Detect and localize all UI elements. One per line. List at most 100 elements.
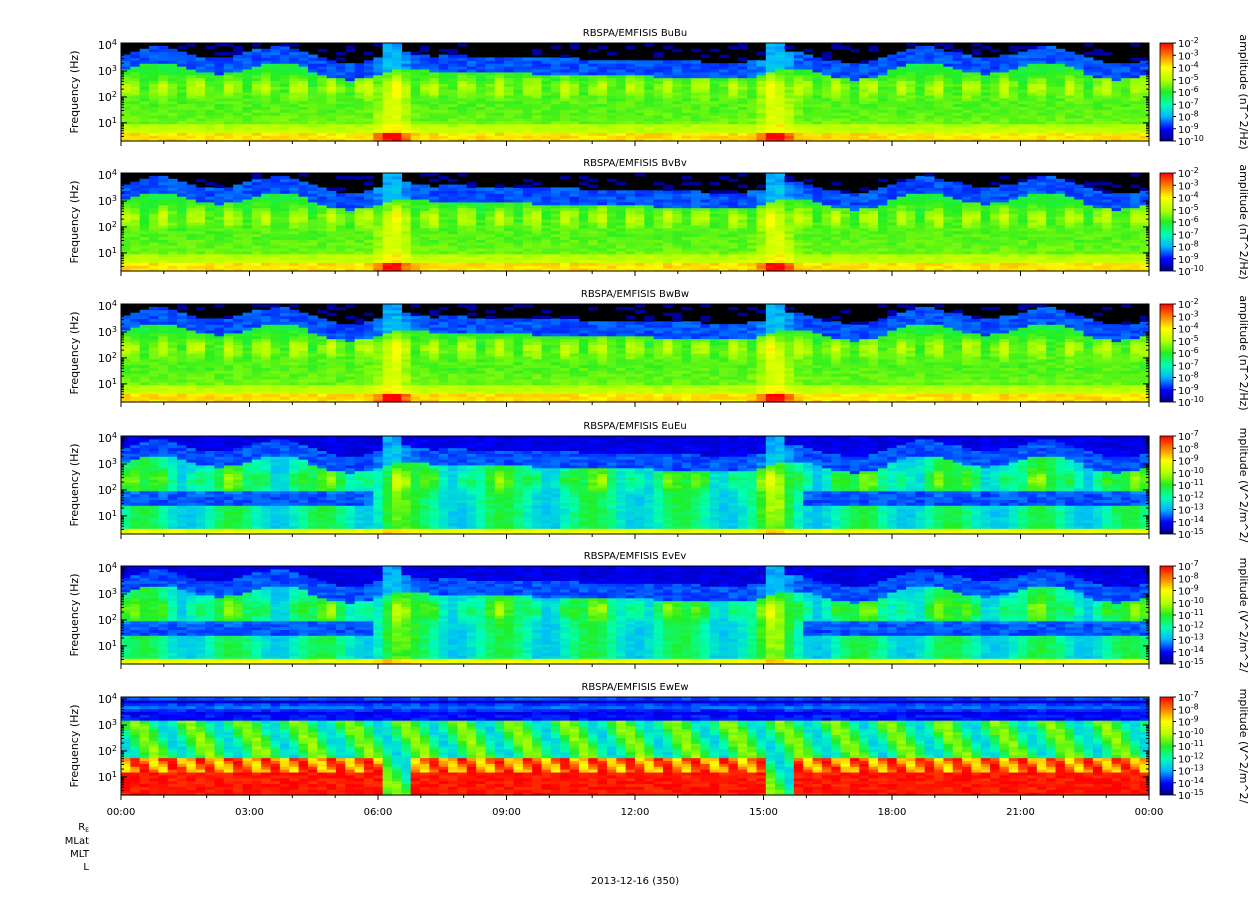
heatmap-cell bbox=[457, 55, 467, 58]
heatmap-cell bbox=[523, 179, 533, 182]
heatmap-cell bbox=[663, 60, 673, 63]
heatmap-cell bbox=[813, 57, 823, 60]
heatmap-cell bbox=[373, 43, 383, 46]
heatmap-cell bbox=[570, 57, 580, 60]
heatmap-cell bbox=[915, 46, 925, 49]
heatmap-cell bbox=[1084, 52, 1094, 55]
heatmap-cell bbox=[1102, 52, 1112, 55]
heatmap-cell bbox=[299, 182, 309, 185]
heatmap-cell bbox=[971, 43, 981, 46]
heatmap-cell bbox=[728, 46, 738, 49]
panel-title: RBSPA/EMFISIS BvBv bbox=[583, 158, 687, 169]
heatmap-cell bbox=[439, 176, 449, 179]
y-tick-label: 101 bbox=[98, 116, 117, 130]
heatmap-cell bbox=[224, 52, 234, 55]
heatmap-cell bbox=[158, 46, 168, 49]
heatmap-cell bbox=[822, 52, 832, 55]
heatmap-cell bbox=[710, 49, 720, 52]
heatmap-cell bbox=[1065, 52, 1075, 55]
heatmap-cell bbox=[1093, 60, 1103, 63]
heatmap-cell bbox=[850, 49, 860, 52]
heatmap-cell bbox=[1028, 46, 1038, 49]
heatmap-cell bbox=[1018, 52, 1028, 55]
heatmap-cell bbox=[355, 193, 365, 196]
heatmap-cell bbox=[429, 173, 439, 176]
heatmap-cell bbox=[1140, 57, 1150, 60]
heatmap-cell bbox=[373, 187, 383, 190]
heatmap-cell bbox=[504, 187, 514, 190]
heatmap-cell bbox=[971, 57, 981, 60]
heatmap-cell bbox=[747, 60, 757, 63]
heatmap-cell bbox=[411, 185, 421, 188]
heatmap-cell bbox=[355, 176, 365, 179]
heatmap-cell bbox=[785, 46, 795, 49]
heatmap-cell bbox=[140, 49, 150, 52]
heatmap-cell bbox=[775, 43, 785, 46]
heatmap-cell bbox=[457, 173, 467, 176]
heatmap-cell bbox=[224, 43, 234, 46]
heatmap-cell bbox=[570, 43, 580, 46]
heatmap-cell bbox=[588, 49, 598, 52]
heatmap-cell bbox=[345, 63, 355, 66]
heatmap-cell bbox=[448, 179, 458, 182]
heatmap-cell bbox=[887, 55, 897, 58]
heatmap-cell bbox=[327, 60, 337, 63]
heatmap-cell bbox=[1093, 49, 1103, 52]
heatmap-cell bbox=[383, 43, 393, 46]
heatmap-cell bbox=[869, 60, 879, 63]
heatmap-cell bbox=[850, 63, 860, 66]
heatmap-cell bbox=[140, 179, 150, 182]
heatmap-cell bbox=[242, 182, 252, 185]
heatmap-cell bbox=[654, 60, 664, 63]
heatmap-cell bbox=[710, 63, 720, 66]
heatmap-cell bbox=[523, 185, 533, 188]
heatmap-cell bbox=[962, 55, 972, 58]
heatmap-cell bbox=[401, 52, 411, 55]
heatmap-cell bbox=[411, 52, 421, 55]
heatmap-cell bbox=[317, 49, 327, 52]
panel-2: RBSPA/EMFISIS BvBv104103102101Frequency … bbox=[68, 158, 1248, 280]
heatmap-cell bbox=[672, 60, 682, 63]
heatmap-cell bbox=[336, 187, 346, 190]
heatmap-cell bbox=[205, 187, 215, 190]
heatmap-cell bbox=[728, 63, 738, 66]
heatmap-cell bbox=[429, 187, 439, 190]
heatmap-cell bbox=[897, 52, 907, 55]
heatmap-cell bbox=[448, 49, 458, 52]
heatmap-cell bbox=[1130, 57, 1140, 60]
heatmap-cell bbox=[289, 49, 299, 52]
heatmap-cell bbox=[495, 57, 505, 60]
heatmap-cell bbox=[392, 43, 402, 46]
heatmap-cell bbox=[588, 60, 598, 63]
heatmap-cell bbox=[560, 187, 570, 190]
heatmap-cell bbox=[532, 57, 542, 60]
heatmap-cell bbox=[476, 57, 486, 60]
heatmap-cell bbox=[700, 63, 710, 66]
heatmap-cell bbox=[1046, 46, 1056, 49]
heatmap-cell bbox=[785, 52, 795, 55]
heatmap-cell bbox=[1084, 57, 1094, 60]
heatmap-cell bbox=[280, 43, 290, 46]
heatmap-cell bbox=[252, 43, 262, 46]
heatmap-cell bbox=[691, 49, 701, 52]
heatmap-cell bbox=[943, 43, 953, 46]
heatmap-cell bbox=[756, 52, 766, 55]
heatmap-cell bbox=[373, 57, 383, 60]
heatmap-cell bbox=[532, 187, 542, 190]
heatmap-cell bbox=[616, 60, 626, 63]
heatmap-cell bbox=[439, 49, 449, 52]
heatmap-cell bbox=[364, 176, 374, 179]
heatmap-cell bbox=[383, 173, 393, 176]
panel-1: RBSPA/EMFISIS BuBu104103102101Frequency … bbox=[68, 28, 1248, 150]
heatmap-cell bbox=[168, 179, 178, 182]
colorbar-label: amplitude (nT^2/Hz) bbox=[1237, 34, 1248, 149]
heatmap-cell bbox=[364, 60, 374, 63]
heatmap-cell bbox=[214, 43, 224, 46]
heatmap-cell bbox=[663, 46, 673, 49]
heatmap-cell bbox=[1112, 63, 1122, 66]
heatmap-cell bbox=[1056, 49, 1066, 52]
heatmap-cell bbox=[457, 185, 467, 188]
heatmap-cell bbox=[439, 185, 449, 188]
heatmap-cell bbox=[1121, 63, 1131, 66]
